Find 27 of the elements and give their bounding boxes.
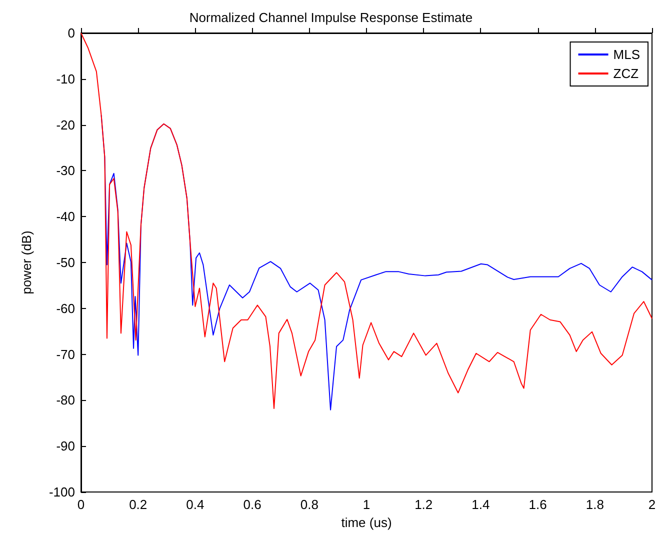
x-tick-label: 0.8 <box>300 497 318 512</box>
y-tick-label: 0 <box>68 26 75 40</box>
x-tick-label: 1 <box>362 497 370 512</box>
x-tick-label: 1.2 <box>414 497 433 512</box>
y-tick-label: -50 <box>56 255 75 270</box>
y-tick-label: -70 <box>56 346 75 362</box>
y-tick-label: -60 <box>56 300 75 316</box>
x-tick-label: 0.2 <box>129 497 148 512</box>
y-axis-title: power (dB) <box>19 230 34 294</box>
x-tick-label: 2 <box>648 497 656 512</box>
x-tick-label: 1.6 <box>528 497 547 512</box>
x-tick-label: 0.4 <box>186 497 204 512</box>
y-tick-label: -80 <box>56 392 75 408</box>
y-tick-label: -20 <box>56 117 75 132</box>
x-tick-label: 0 <box>77 497 85 512</box>
y-tick-label: -10 <box>56 71 75 86</box>
x-tick-label: 1.4 <box>472 497 490 512</box>
x-tick-label: 0.6 <box>243 497 262 512</box>
y-tick-label: -100 <box>48 484 75 500</box>
chart-title: Normalized Channel Impulse Response Estimate <box>189 10 473 25</box>
y-tick-label: -40 <box>56 209 75 224</box>
y-tick-label: -90 <box>56 438 75 454</box>
x-tick-label: 1.8 <box>586 497 604 512</box>
y-tick-label: -30 <box>56 163 75 178</box>
x-axis-title: time (us) <box>341 515 392 530</box>
legend-label: ZCZ <box>613 66 639 81</box>
legend-label: MLS <box>613 47 640 62</box>
